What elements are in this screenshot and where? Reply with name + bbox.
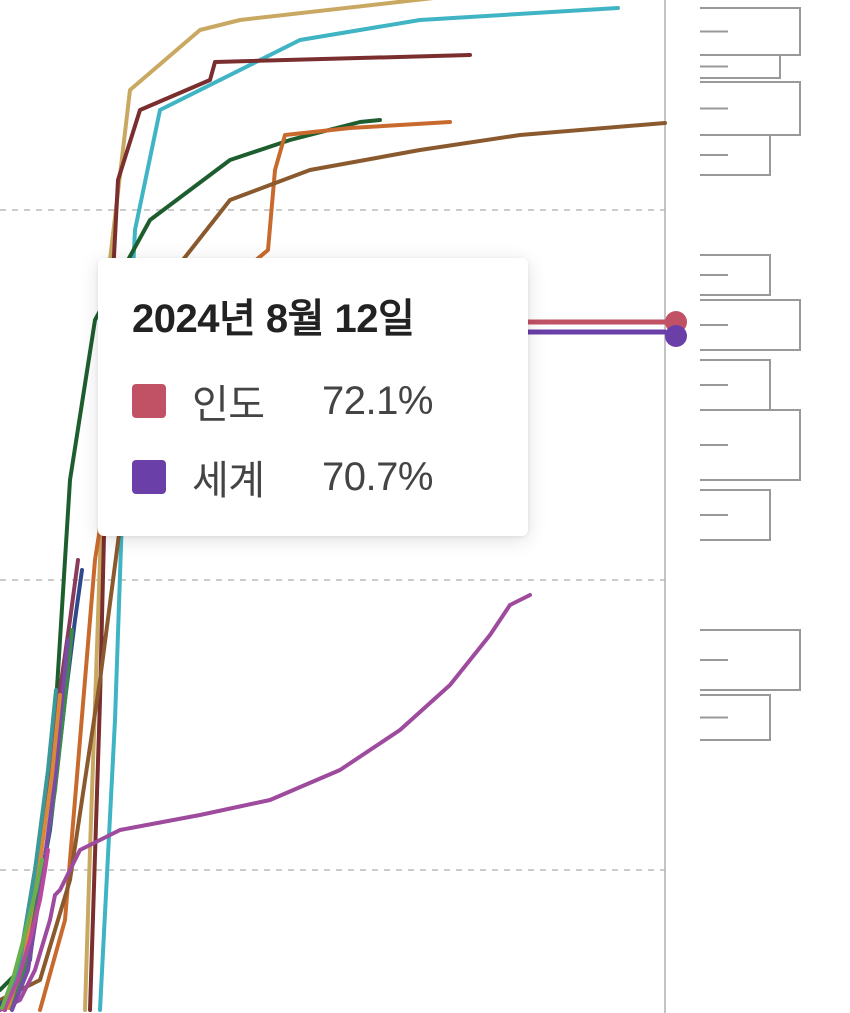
- tooltip-label-1: 세계: [192, 448, 322, 506]
- tooltip-row: 세계 70.7%: [132, 448, 494, 506]
- tooltip-row: 인도 72.1%: [132, 372, 494, 430]
- tooltip-swatch-1: [132, 460, 166, 494]
- tooltip-label-0: 인도: [192, 372, 322, 430]
- tooltip-date: 2024년 8월 12일: [132, 286, 494, 344]
- tooltip-value-0: 72.1%: [322, 379, 433, 424]
- tooltip-swatch-0: [132, 384, 166, 418]
- tooltip-value-1: 70.7%: [322, 455, 433, 500]
- chart-tooltip: 2024년 8월 12일 인도 72.1% 세계 70.7%: [98, 258, 528, 536]
